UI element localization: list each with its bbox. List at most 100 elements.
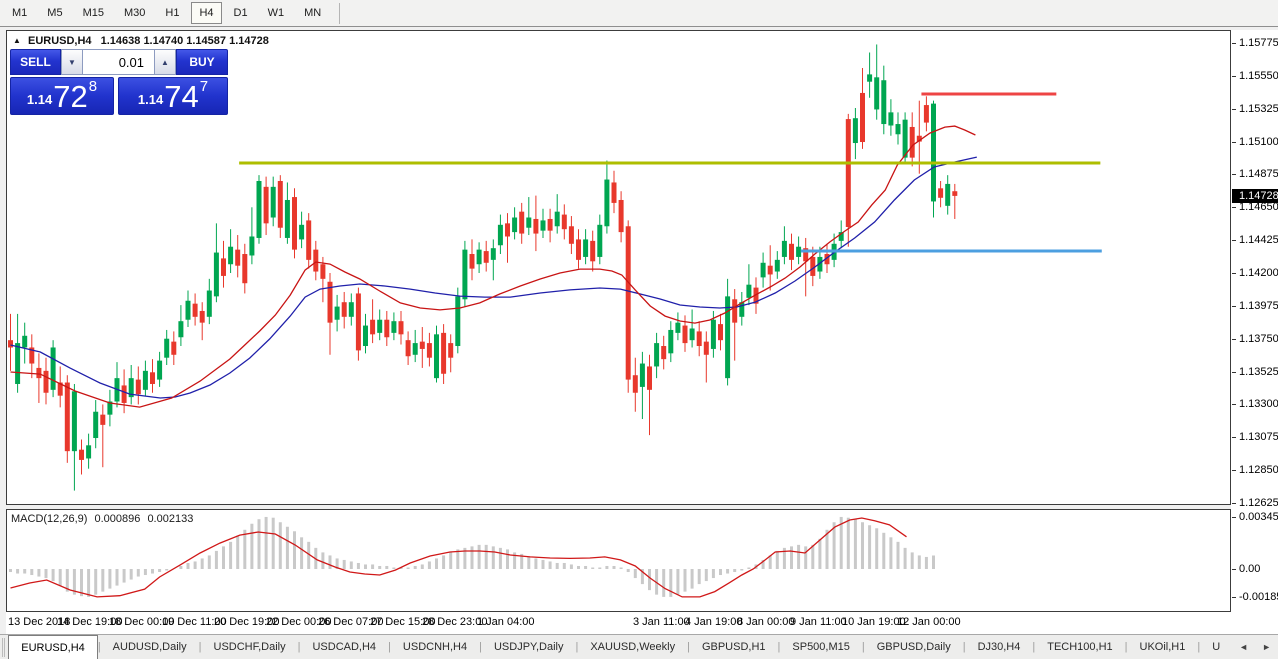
chart-tab-u[interactable]: U xyxy=(1212,641,1221,653)
sell-price-prefix: 1.14 xyxy=(26,92,53,107)
chart-title: ▲ EURUSD,H4 1.14638 1.14740 1.14587 1.14… xyxy=(13,35,269,47)
chart-ohlc-values: 1.14638 1.14740 1.14587 1.14728 xyxy=(100,35,269,47)
time-axis-label: 3 Jan 11:00 xyxy=(633,616,690,628)
scroll-tabs-left-icon[interactable]: ◄ xyxy=(1239,642,1249,652)
timeframe-button-mn[interactable]: MN xyxy=(304,7,322,19)
tab-separator: | xyxy=(198,641,202,653)
timeframe-button-m30[interactable]: M30 xyxy=(123,7,146,19)
timeframe-button-h4[interactable]: H4 xyxy=(191,2,222,24)
buy-price-pip: 7 xyxy=(199,78,209,95)
chart-tab-ukoil-h1[interactable]: UKOil,H1 xyxy=(1139,641,1186,653)
sell-price-panel[interactable]: 1.14 72 8 xyxy=(10,77,114,115)
tab-scroll-arrows: ◄ ► xyxy=(1232,635,1278,659)
time-axis-label: 19 Dec 11:00 xyxy=(162,616,227,628)
chart-tab-eurusd-h4[interactable]: EURUSD,H4 xyxy=(8,635,98,659)
time-axis-label: 28 Dec 23:00 xyxy=(422,616,488,628)
macd-name: MACD(12,26,9) xyxy=(11,513,88,525)
chevron-up-icon: ▲ xyxy=(161,57,169,67)
volume-decrease-button[interactable]: ▼ xyxy=(61,49,83,75)
volume-input[interactable]: 0.01 xyxy=(83,49,154,75)
price-scale-label: 1.12625 xyxy=(1232,497,1278,509)
time-axis-label: 10 Jan 19:00 xyxy=(842,616,906,628)
tab-separator: | xyxy=(297,641,301,653)
chart-tab-sp500-m15[interactable]: SP500,M15 xyxy=(792,641,850,653)
toolbar-separator xyxy=(339,2,341,24)
current-price-badge: 1.14728 xyxy=(1232,188,1278,203)
price-scale-label: 1.13750 xyxy=(1232,332,1278,345)
macd-indicator-label: MACD(12,26,9) 0.000896 0.002133 xyxy=(11,513,193,525)
scroll-tabs-right-icon[interactable]: ► xyxy=(1262,642,1271,652)
price-scale-label: 1.14425 xyxy=(1232,234,1278,247)
price-scale-label: 1.15775 xyxy=(1232,37,1278,49)
chart-tab-bar: EURUSD,H4 | AUDUSD,Daily | USDCHF,Daily | USDC… xyxy=(0,634,1278,659)
chart-tab-tech100-h1[interactable]: TECH100,H1 xyxy=(1047,641,1113,653)
macd-signal-value: 0.002133 xyxy=(147,513,194,525)
chart-tab-usdcad-h4[interactable]: USDCAD,H4 xyxy=(312,641,377,653)
time-axis-label: 9 Jan 11:00 xyxy=(790,616,847,628)
tab-separator: | xyxy=(479,641,482,653)
time-axis-label: 18 Dec 00:00 xyxy=(109,616,175,628)
time-axis-strip xyxy=(6,612,1278,634)
timeframe-button-d1[interactable]: D1 xyxy=(233,7,248,19)
buy-price-panel[interactable]: 1.14 74 7 xyxy=(118,77,228,115)
price-scale-label: 1.13075 xyxy=(1232,431,1278,444)
tab-separator: | xyxy=(777,641,781,653)
time-axis-label: 14 Dec 19:00 xyxy=(57,616,123,628)
timeframe-button-m15[interactable]: M15 xyxy=(82,7,104,19)
price-scale-label: 1.13300 xyxy=(1232,398,1278,411)
time-axis-label: 20 Dec 19:00 xyxy=(214,616,280,628)
timeframe-button-m5[interactable]: M5 xyxy=(47,7,63,19)
chevron-down-icon: ▼ xyxy=(68,57,76,67)
time-axis-label: 12 Jan 00:00 xyxy=(897,616,961,628)
timeframe-button-h1[interactable]: H1 xyxy=(165,7,180,19)
time-axis-label: 13 Dec 2018 xyxy=(8,616,71,628)
macd-main-value: 0.000896 xyxy=(94,513,141,525)
price-scale-label: 1.13975 xyxy=(1232,299,1278,312)
tabbar-grip-icon[interactable] xyxy=(2,638,6,657)
price-scale-label: 1.14200 xyxy=(1232,267,1278,279)
chart-symbol-period: EURUSD,H4 xyxy=(27,35,92,47)
buy-price-big: 74 xyxy=(164,79,199,115)
buy-button[interactable]: BUY xyxy=(176,49,228,75)
macd-scale-label: 0.003452 xyxy=(1232,511,1278,523)
tab-separator: | xyxy=(575,641,579,653)
tab-separator: | xyxy=(388,641,391,653)
price-scale-label: 1.15100 xyxy=(1232,135,1278,148)
price-scale-label: 1.15325 xyxy=(1232,102,1278,115)
chart-tab-gbpusd-h1[interactable]: GBPUSD,H1 xyxy=(701,641,766,653)
volume-increase-button[interactable]: ▲ xyxy=(154,49,176,75)
sell-button[interactable]: SELL xyxy=(10,49,61,75)
price-scale-label: 1.14650 xyxy=(1232,201,1278,214)
price-scale-column xyxy=(1231,30,1278,612)
one-click-trading-widget: SELL ▼ 0.01 ▲ BUY 1.14 72 8 1.14 74 7 xyxy=(10,49,228,115)
macd-scale-label: 0.00 xyxy=(1231,563,1261,575)
macd-scale-label: -0.001851 xyxy=(1232,591,1278,603)
tab-separator: | xyxy=(687,641,690,653)
timeframe-button-m1[interactable]: M1 xyxy=(12,7,28,19)
chart-tab-xauusd-weekly[interactable]: XAUUSD,Weekly xyxy=(590,641,676,653)
chart-tab-usdchf-daily[interactable]: USDCHF,Daily xyxy=(213,641,286,653)
chart-tab-gbpusd-daily[interactable]: GBPUSD,Daily xyxy=(876,641,951,653)
price-scale-label: 1.15550 xyxy=(1232,69,1278,82)
tab-separator: | xyxy=(1197,641,1201,653)
timeframe-toolbar: M1 M5 M15 M30 H1 H4 D1 W1 MN xyxy=(0,0,1278,27)
sell-price-big: 72 xyxy=(53,79,88,115)
tab-separator: | xyxy=(861,641,865,653)
time-axis-label: 26 Dec 07:00 xyxy=(318,616,384,628)
price-scale-label: 1.14875 xyxy=(1232,168,1278,181)
tab-separator: | xyxy=(1124,641,1128,653)
tab-separator: | xyxy=(97,641,101,653)
chart-tab-usdcnh-h4[interactable]: USDCNH,H4 xyxy=(402,641,468,653)
collapse-panel-icon[interactable]: ▲ xyxy=(13,36,21,45)
time-axis-label: 1 Jan 04:00 xyxy=(477,616,535,628)
time-axis-label: 4 Jan 19:00 xyxy=(685,616,743,628)
chart-tab-dj30-h4[interactable]: DJ30,H4 xyxy=(977,641,1021,653)
tab-separator: | xyxy=(962,641,966,653)
chart-tab-usdjpy-daily[interactable]: USDJPY,Daily xyxy=(493,641,564,653)
price-scale-label: 1.12850 xyxy=(1232,464,1278,477)
timeframe-button-w1[interactable]: W1 xyxy=(267,7,285,19)
time-axis-label: 22 Dec 00:00 xyxy=(266,616,332,628)
price-scale-label: 1.13525 xyxy=(1232,365,1278,378)
chart-tab-audusd-daily[interactable]: AUDUSD,Daily xyxy=(112,641,187,653)
time-axis-label: 27 Dec 15:00 xyxy=(370,616,436,628)
